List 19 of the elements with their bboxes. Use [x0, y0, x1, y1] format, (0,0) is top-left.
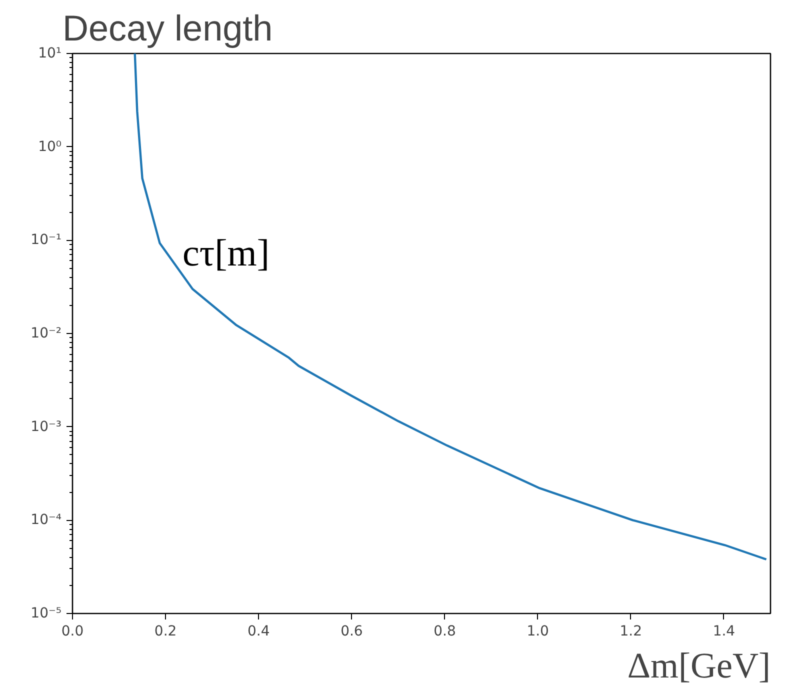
line-series: [134, 54, 768, 560]
x-tick-label: 1.2: [620, 624, 642, 640]
y-tick-label: 10⁰: [38, 138, 62, 155]
x-tick-label: 0.0: [61, 624, 84, 640]
x-tick-label: 1.4: [712, 624, 736, 640]
y-tick-label: 10⁻¹: [30, 232, 62, 248]
x-tick-label: 0.2: [154, 624, 177, 640]
x-tick-label: 0.6: [340, 624, 363, 640]
x-tick-label: 0.8: [434, 624, 456, 640]
y-tick-label: 10⁻²: [30, 326, 62, 342]
chart-title: Decay length: [62, 8, 273, 48]
y-tick-label: 10⁻³: [30, 418, 62, 435]
x-tick-label: 0.4: [248, 624, 270, 640]
x-axis-title: Δm[GeV]: [627, 646, 771, 686]
annotation: cτ[m]: [182, 232, 270, 274]
y-tick-label: 10¹: [38, 46, 62, 62]
y-tick-label: 10⁻⁵: [30, 606, 62, 622]
x-tick-label: 1.0: [526, 624, 549, 640]
y-tick-label: 10⁻⁴: [30, 512, 62, 528]
